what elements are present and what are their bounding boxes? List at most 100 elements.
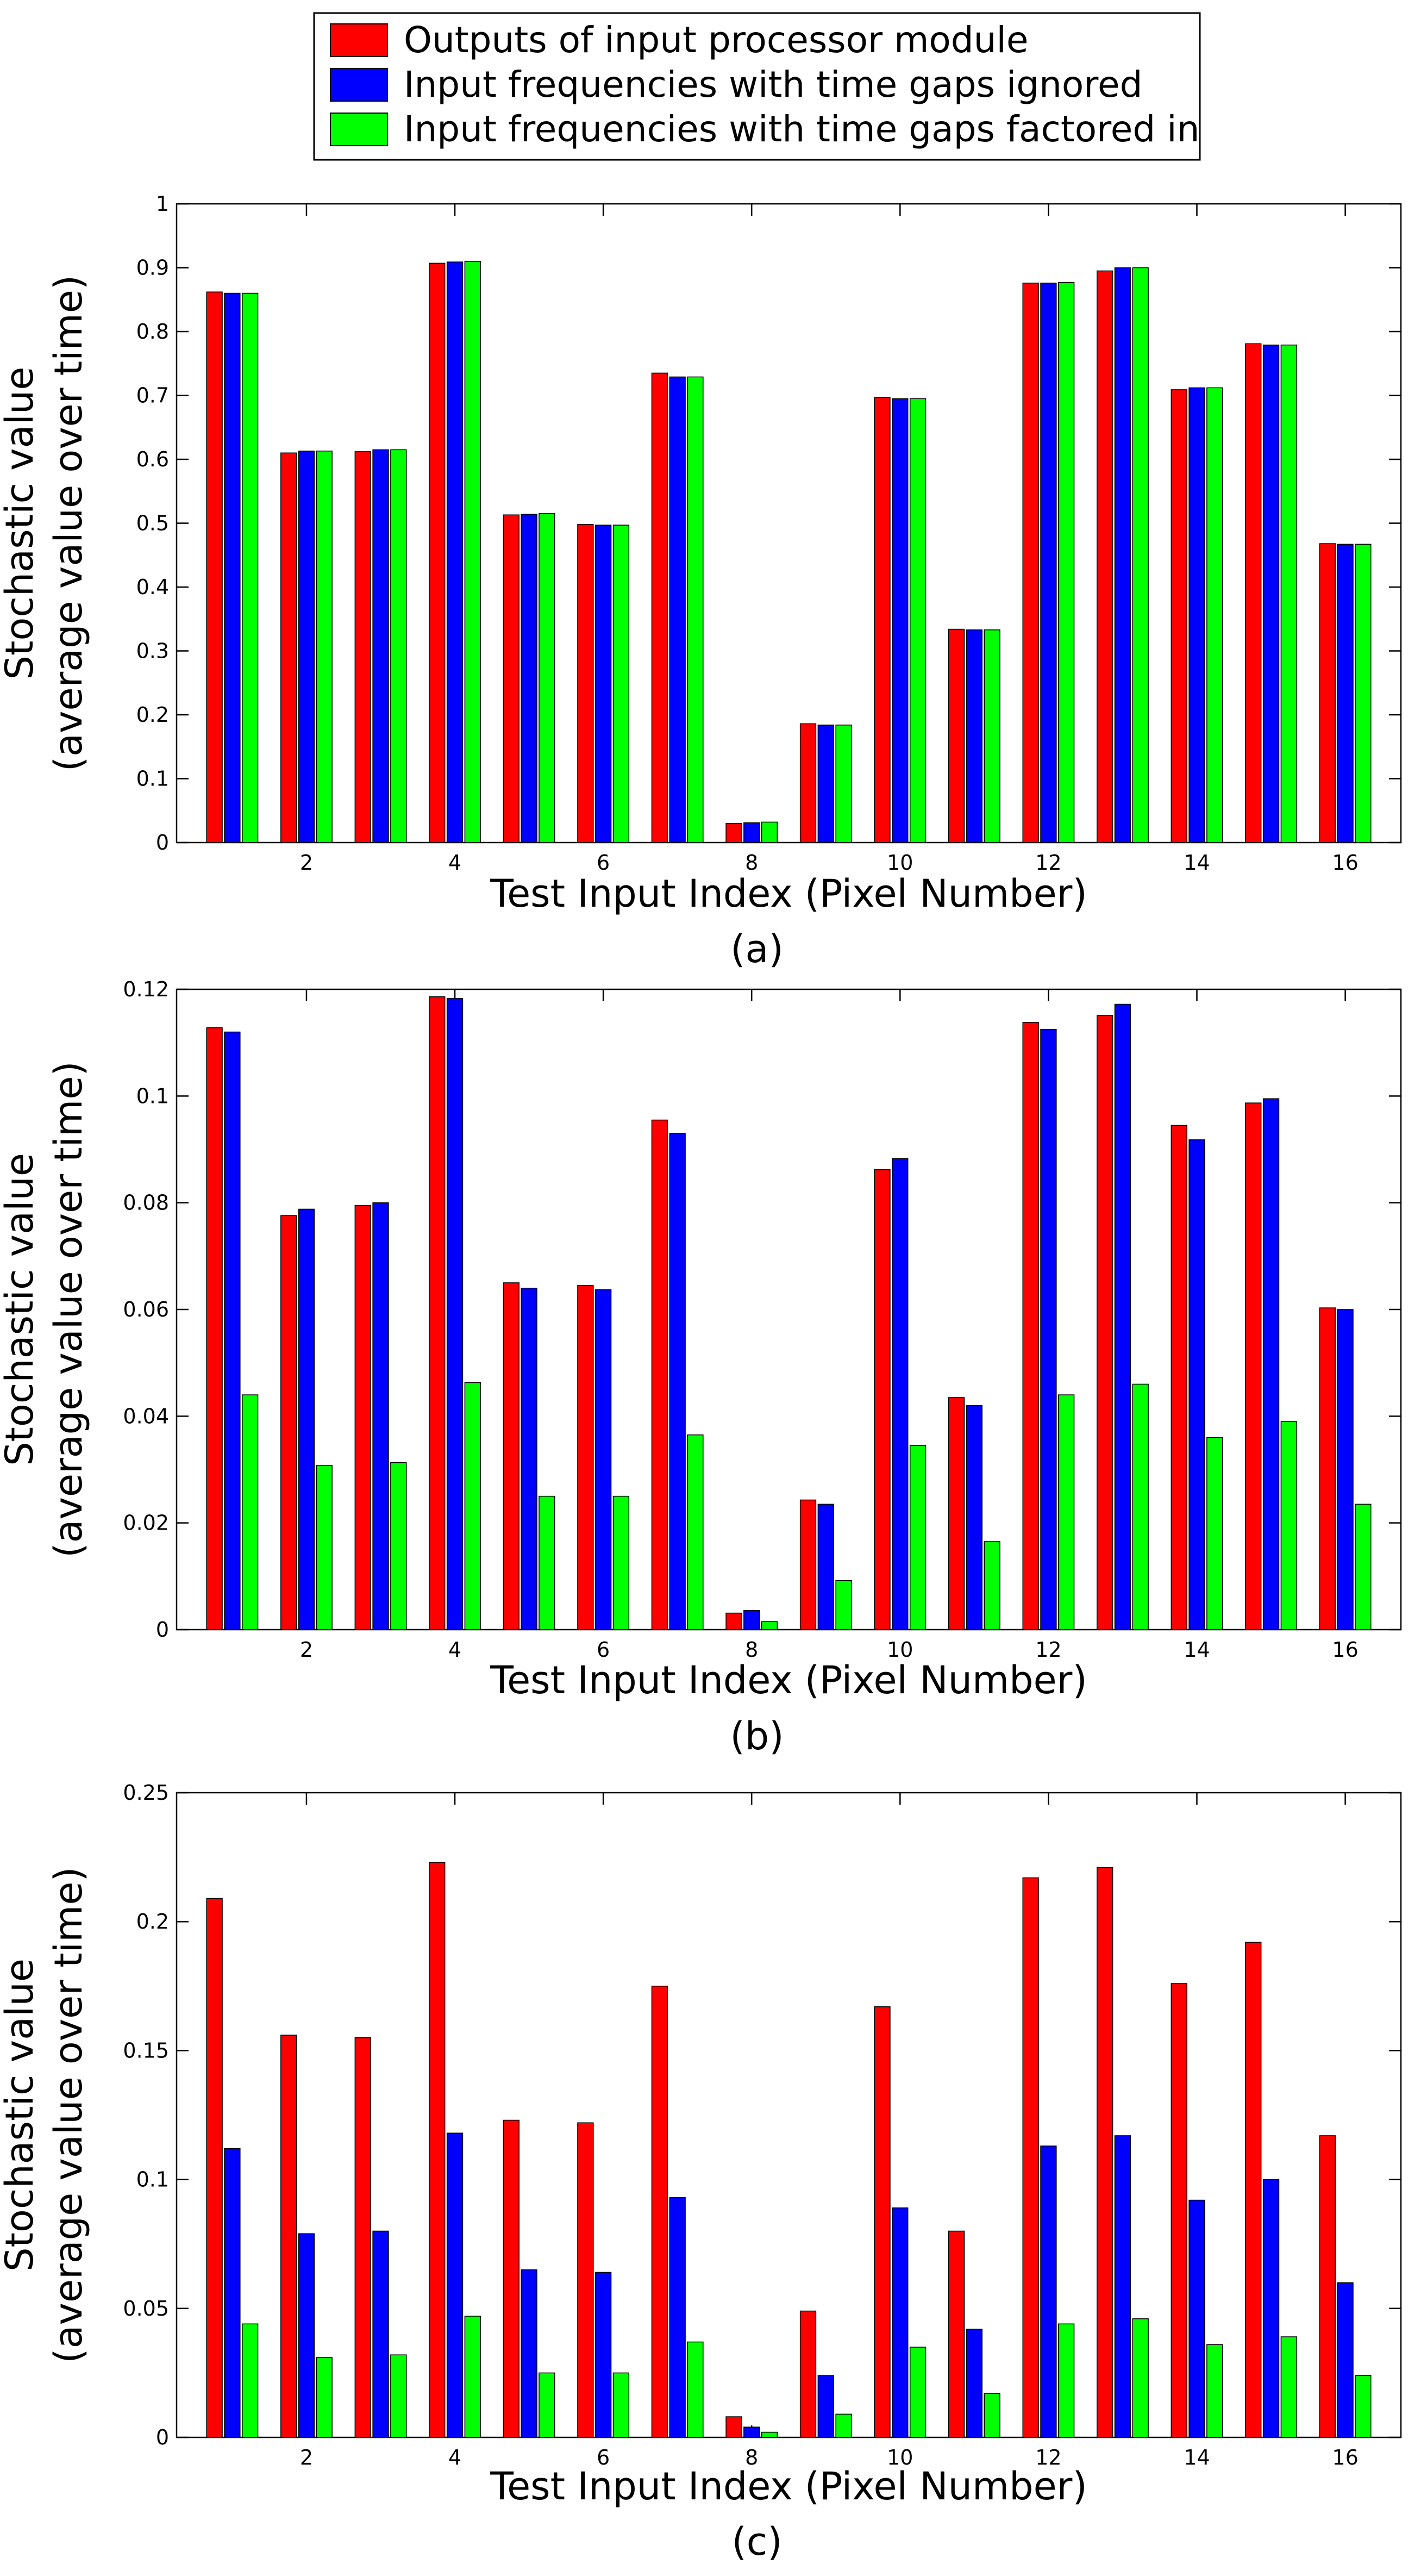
bar-series1-cat9 [817, 725, 834, 843]
panel-label: (c) [731, 2519, 782, 2564]
x-tick-label: 12 [1035, 2446, 1061, 2469]
bar-series1-cat6 [595, 525, 612, 843]
bar-series0-cat12 [1022, 1022, 1039, 1630]
y-tick-label: 0.1 [136, 1084, 169, 1108]
y-tick-label: 0.4 [136, 575, 169, 599]
x-tick-label: 4 [448, 851, 461, 875]
y-tick-label: 0.02 [123, 1511, 169, 1535]
legend-label-0: Outputs of input processor module [404, 19, 1028, 61]
bar-series2-cat15 [1280, 2336, 1297, 2438]
chart-panel-c: 0 0.05 0.1 0.15 0.2 0.25 2 4 6 8 10 12 14 16 Test Inpu… [0, 1781, 1402, 2564]
x-tick-label: 16 [1332, 2446, 1358, 2469]
bar-series0-cat8 [725, 2416, 742, 2438]
x-tick-label: 12 [1035, 851, 1061, 875]
bar-series1-cat15 [1262, 2179, 1280, 2438]
bar-series1-cat16 [1337, 544, 1354, 843]
bar-series0-cat6 [577, 2122, 594, 2438]
bar-series0-cat5 [503, 2119, 520, 2438]
bar-series2-cat5 [539, 2372, 555, 2438]
y-tick-label: 0 [156, 1618, 169, 1642]
bar-series0-cat8 [725, 1612, 742, 1630]
bar-series0-cat7 [651, 1986, 668, 2438]
legend-swatch-1 [330, 68, 388, 102]
legend-label-2: Input frequencies with time gaps factore… [404, 108, 1199, 150]
bar-series0-cat15 [1245, 1942, 1262, 2438]
chart-panel-a: 00.10.20.30.40.50.60.70.80.912 4 6 8 10 12 14 1… [0, 192, 1402, 971]
bar-series2-cat11 [984, 2393, 1000, 2438]
bar-series1-cat1 [224, 1031, 241, 1630]
bar-series1-cat15 [1262, 344, 1280, 843]
bar-series0-cat7 [651, 1119, 668, 1630]
bar-series1-cat16 [1337, 2282, 1354, 2438]
bar-series2-cat2 [316, 450, 333, 843]
x-tick-label: 14 [1184, 851, 1210, 875]
y-tick-label: 0 [156, 831, 169, 854]
bar-series1-cat5 [521, 1287, 537, 1630]
y-tick-label: 0.06 [123, 1298, 169, 1321]
x-tick-label: 4 [448, 1638, 461, 1662]
legend-label-1: Input frequencies with time gaps ignored [404, 64, 1142, 105]
bar-series2-cat16 [1355, 544, 1372, 843]
bar-series2-cat6 [612, 525, 630, 843]
bar-series2-cat1 [242, 1394, 259, 1630]
legend-swatch-0 [330, 23, 388, 57]
chart-panel-b: 0 0.02 0.04 0.06 0.08 0.1 0.12 2 4 6 8 10 12 14 16 Test… [0, 977, 1402, 1758]
y-tick-label: 0.7 [136, 384, 169, 408]
bar-series0-cat1 [206, 1027, 223, 1630]
bar-series0-cat14 [1171, 1125, 1187, 1630]
x-tick-label: 6 [597, 2446, 610, 2469]
bar-series0-cat13 [1097, 270, 1113, 843]
y-tick-label: 0.2 [136, 703, 169, 727]
bar-series1-cat12 [1040, 1028, 1057, 1630]
bar-series1-cat12 [1040, 2145, 1057, 2438]
x-tick-label: 14 [1184, 1638, 1210, 1662]
y-tick-label: 0.1 [136, 2168, 169, 2192]
bar-series0-cat6 [577, 524, 594, 843]
bar-series0-cat5 [503, 514, 520, 843]
bar-series2-cat11 [984, 629, 1000, 843]
bar-series1-cat10 [892, 1158, 909, 1630]
bar-series2-cat13 [1132, 1383, 1149, 1630]
x-tick-label: 14 [1184, 2446, 1210, 2469]
bar-series0-cat12 [1022, 1877, 1039, 2438]
bar-series2-cat9 [835, 1580, 852, 1630]
x-tick-label: 10 [887, 851, 913, 875]
bar-series0-cat9 [799, 2310, 817, 2438]
bar-series1-cat8 [743, 2427, 760, 2438]
y-tick-label: 0.05 [123, 2297, 169, 2321]
bar-series2-cat4 [464, 261, 481, 843]
x-axis-label: Test Input Index (Pixel Number) [490, 1658, 1087, 1702]
bar-series0-cat15 [1245, 343, 1262, 843]
y-axis-label: Stochastic value [0, 1153, 42, 1466]
bar-series0-cat10 [874, 1169, 891, 1630]
x-axis-label: Test Input Index (Pixel Number) [490, 2464, 1087, 2509]
legend-box [313, 12, 1201, 161]
bar-series1-cat9 [817, 1504, 834, 1630]
y-tick-label: 0.8 [136, 320, 169, 344]
bar-series2-cat14 [1206, 1437, 1223, 1630]
bar-series2-cat8 [761, 1621, 778, 1630]
y-axis-label: Stochastic value [0, 1958, 42, 2272]
bar-series1-cat4 [446, 261, 464, 843]
x-tick-label: 10 [887, 1638, 913, 1662]
x-tick-label: 6 [597, 1638, 610, 1662]
bar-series2-cat7 [687, 2341, 704, 2438]
y-axis-label-2: (average value over time) [46, 1867, 91, 2363]
bar-series1-cat3 [372, 449, 389, 843]
y-axis-label-2: (average value over time) [46, 275, 91, 771]
bar-series2-cat5 [539, 1495, 555, 1630]
bar-series0-cat16 [1319, 2135, 1336, 2438]
bar-series0-cat9 [799, 723, 817, 843]
bar-series2-cat15 [1280, 1421, 1297, 1630]
bar-series1-cat10 [892, 398, 909, 843]
bar-series1-cat7 [669, 376, 686, 843]
bar-series0-cat10 [874, 397, 891, 843]
bar-series0-cat10 [874, 2006, 891, 2438]
x-tick-label: 12 [1035, 1638, 1061, 1662]
x-tick-label: 4 [448, 2446, 461, 2469]
bar-series0-cat2 [280, 2035, 297, 2438]
bar-series2-cat14 [1206, 2344, 1223, 2438]
panel-label: (b) [730, 1714, 784, 1758]
y-tick-label: 0.15 [123, 2038, 169, 2062]
